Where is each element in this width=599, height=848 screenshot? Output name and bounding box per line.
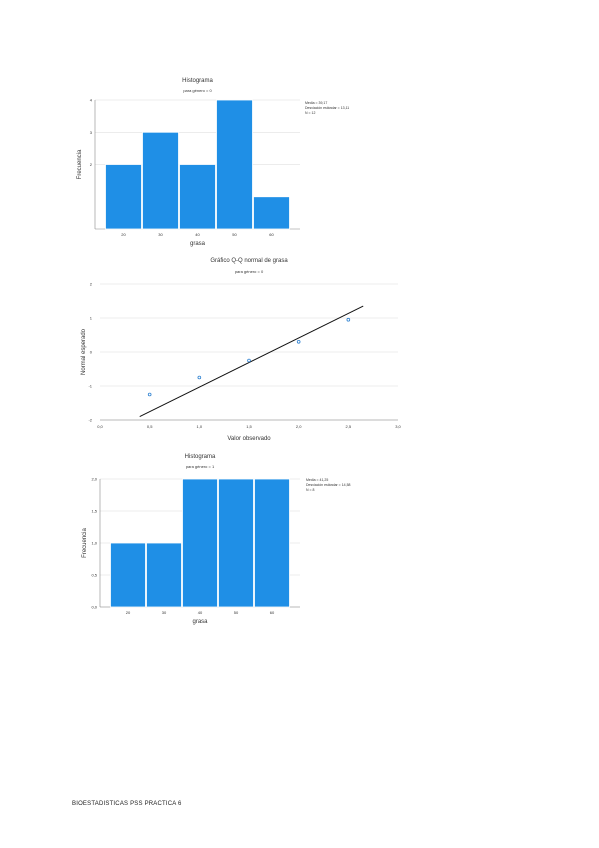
y-tick-label: 0,5 [91,573,97,578]
x-tick-label: 1,0 [197,424,203,429]
chart-subtitle: para género = 0 [235,269,264,274]
histogram-bar [146,542,182,608]
legend-text: Media = 39,17 [305,101,327,105]
histogram-bar [110,542,146,608]
x-tick-label: 0,5 [147,424,153,429]
x-tick-label: 0,0 [97,424,103,429]
histogram-bar [105,164,142,230]
x-tick-label: 50 [234,610,239,615]
x-tick-label: 40 [195,232,200,237]
y-tick-label: 2 [90,282,93,287]
y-tick-label: -1 [88,384,92,389]
legend-text: Media = 41,25 [306,478,328,482]
histogram-bar [216,99,253,230]
x-tick-label: 2,0 [296,424,302,429]
chart-title: Histograma [182,78,213,84]
x-tick-label: 30 [162,610,167,615]
legend-text: Desviación estándar = 14,58 [306,483,351,487]
y-tick-label: -2 [88,418,92,423]
legend-text: N = 8 [306,488,315,492]
chart-subtitle: para género = 1 [186,464,215,469]
y-tick-label: 3 [90,130,93,135]
y-tick-label: 4 [90,98,93,103]
legend-text: Desviación estándar = 13,11 [305,106,349,110]
y-tick-label: 1,0 [91,541,97,546]
y-axis-label: Frecuencia [77,149,83,179]
qq-point [346,317,351,322]
x-tick-label: 3,0 [395,424,401,429]
x-tick-label: 1,5 [246,424,252,429]
x-tick-label: 60 [270,610,275,615]
x-tick-label: 20 [126,610,131,615]
y-tick-label: 1,5 [91,509,97,514]
x-axis-label: grasa [190,241,206,247]
x-tick-label: 60 [269,232,274,237]
chart-subtitle: para género = 0 [183,88,212,93]
y-tick-label: 0 [90,350,93,355]
x-axis-label: grasa [192,619,208,625]
x-tick-label: 50 [232,232,237,237]
x-tick-label: 2,5 [346,424,352,429]
x-tick-label: 40 [198,610,203,615]
y-tick-label: 2,0 [91,477,97,482]
qq-point [247,358,251,363]
qq-point [296,339,301,344]
qq-point [147,392,152,397]
page-footer: BIOESTADISTICAS PSS PRACTICA 6 [72,801,182,807]
histogram-bar [253,196,290,230]
histogram-bar [182,478,218,608]
y-tick-label: 2 [90,162,93,167]
legend-text: N = 12 [305,111,315,115]
x-axis-label: Valor observado [227,436,271,442]
chart-title: Histograma [185,454,216,460]
y-tick-label: 1 [90,316,93,321]
y-axis-label: Frecuencia [82,528,88,558]
chart-title: Gráfico Q-Q normal de grasa [210,258,288,264]
y-tick-label: 0,0 [91,605,97,610]
histogram-bar [142,131,179,230]
x-tick-label: 20 [121,232,126,237]
histogram-bar [179,164,216,230]
histogram-bar [218,478,254,608]
y-axis-label: Normal esperado [81,328,87,375]
reference-line [139,305,364,418]
histogram-bar [254,478,290,608]
qq-point [197,375,202,380]
x-tick-label: 30 [158,232,163,237]
